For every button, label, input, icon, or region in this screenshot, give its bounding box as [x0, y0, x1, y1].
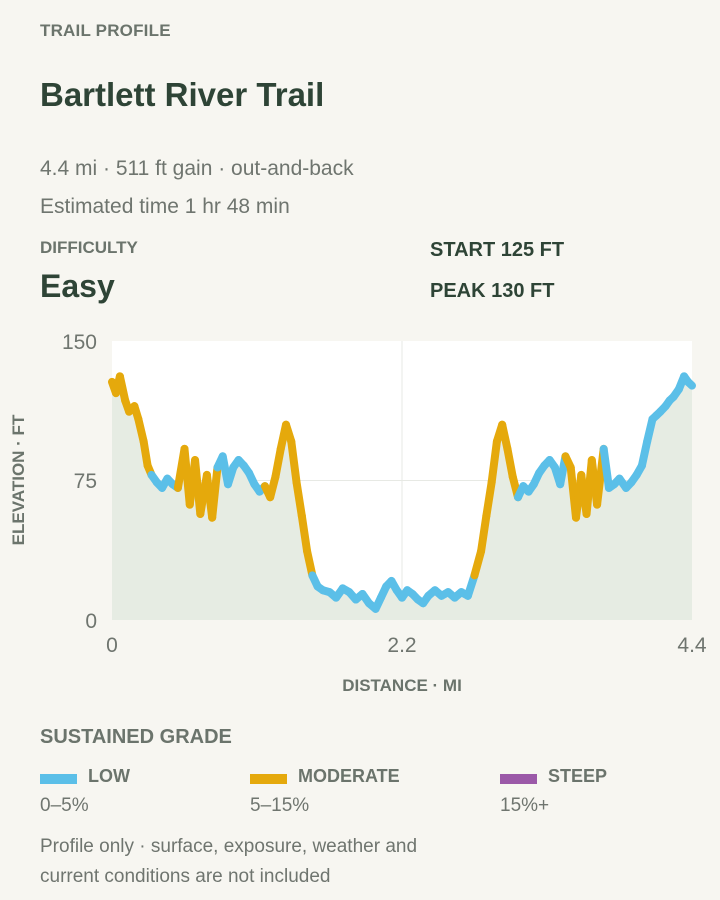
elevation-chart: 150 75 0 0 2.2 4.4 DISTANCE · MI ELEVATI… — [9, 331, 707, 695]
profile-segment-moderate — [292, 478, 306, 520]
y-tick-label: 75 — [74, 470, 97, 493]
profile-segment-moderate — [477, 511, 491, 556]
x-tick-label: 2.2 — [387, 634, 416, 657]
start-elevation: START 125 FT — [430, 239, 565, 261]
elevation-area-fill — [112, 376, 692, 620]
difficulty-label: DIFFICULTY — [40, 238, 138, 257]
trail-summary: 4.4 mi · 511 ft gain · out-and-back — [40, 157, 354, 180]
profile-segment-moderate — [303, 547, 317, 580]
legend-range: 15%+ — [500, 795, 550, 816]
profile-segment-low — [599, 444, 613, 492]
section-eyebrow: TRAIL PROFILE — [40, 21, 171, 40]
profile-segment-moderate — [482, 478, 496, 520]
profile-segment-moderate — [498, 420, 512, 453]
legend-range: 5–15% — [250, 795, 310, 816]
legend-range: 0–5% — [40, 795, 89, 816]
estimated-time: Estimated time 1 hr 48 min — [40, 195, 290, 218]
legend-swatch-low — [40, 774, 77, 784]
legend-name: LOW — [88, 766, 130, 786]
legend-name: MODERATE — [298, 766, 400, 786]
profile-segment-moderate — [208, 463, 222, 522]
legend-name: STEEP — [548, 766, 608, 786]
x-tick-label: 0 — [106, 634, 118, 657]
profile-segment-moderate — [503, 444, 517, 481]
profile-segment-moderate — [487, 437, 501, 487]
difficulty-value: Easy — [40, 268, 115, 304]
y-tick-label: 0 — [85, 610, 97, 633]
profile-segment-low — [637, 437, 652, 470]
trail-title: Bartlett River Trail — [40, 76, 325, 113]
peak-elevation: PEAK 130 FT — [430, 280, 555, 302]
profile-segment-moderate — [271, 444, 285, 481]
y-tick-label: 150 — [62, 331, 97, 354]
profile-segment-moderate — [139, 437, 152, 470]
profile-segment-moderate — [470, 547, 486, 580]
x-tick-label: 4.4 — [677, 634, 707, 657]
profile-segment-low — [684, 377, 696, 390]
profile-segment-moderate — [297, 511, 312, 556]
legend-swatch-moderate — [250, 774, 287, 784]
profile-segment-moderate — [115, 372, 130, 405]
legend-swatch-steep — [500, 774, 537, 784]
legend-title: SUSTAINED GRADE — [40, 726, 232, 748]
elevation-profile-line — [108, 372, 696, 613]
x-axis-title: DISTANCE · MI — [342, 676, 462, 695]
profile-segment-moderate — [287, 437, 301, 487]
y-axis-title: ELEVATION · FT — [9, 414, 28, 545]
disclaimer-note: Profile only · surface, exposure, weathe… — [40, 836, 418, 887]
